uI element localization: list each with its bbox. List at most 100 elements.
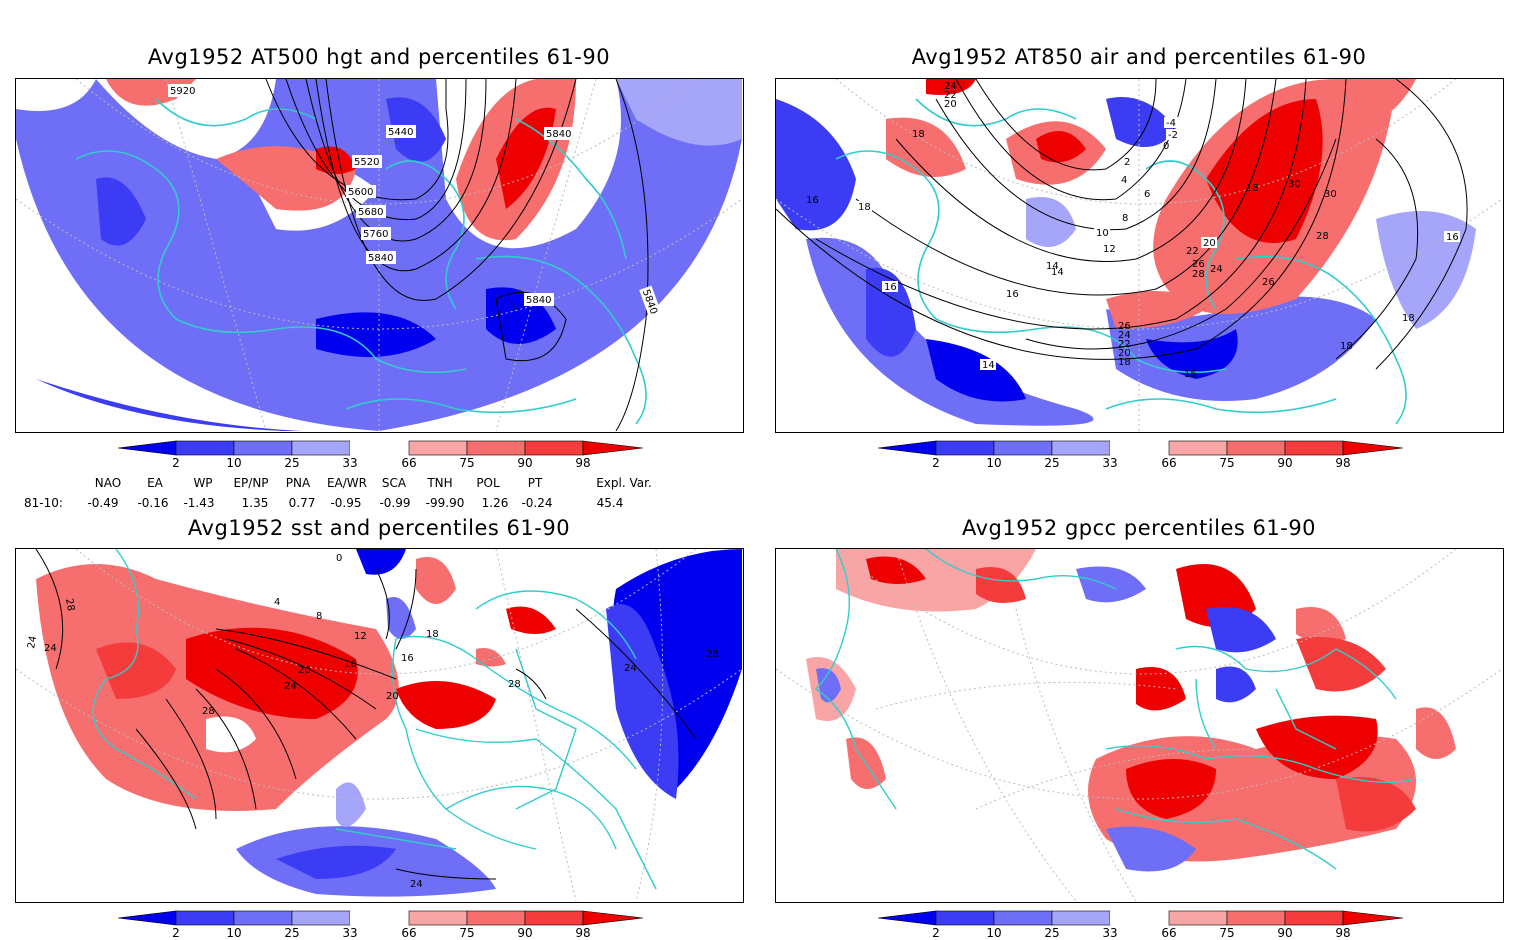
- contour-label: 0: [336, 553, 342, 564]
- index-value: -0.99: [379, 496, 411, 510]
- contour-label: 22: [1118, 339, 1131, 350]
- contour-label: 26: [1262, 277, 1275, 288]
- contour-label: 16: [806, 195, 819, 206]
- colorbar-tick-label: 66: [401, 926, 417, 940]
- contour-label: 20: [1118, 348, 1131, 359]
- colorbar-swatch: [291, 440, 351, 456]
- contour-label: 16: [401, 653, 414, 664]
- teleconnection-index-table: NAO EA WP EP/NP PNA EA/WR SCA TNH POL PT Expl. Var…: [0, 474, 700, 514]
- contour-label: 16: [344, 659, 357, 670]
- colorbar-tick-label: 90: [517, 456, 533, 470]
- contour-label: 10: [1096, 228, 1109, 239]
- index-value: 1.35: [241, 496, 269, 510]
- colorbar-swatch: [993, 440, 1053, 456]
- colorbar-tick-label: 10: [226, 456, 242, 470]
- colorbar-tick-label: 10: [226, 926, 242, 940]
- colorbar-swatch: [408, 440, 468, 456]
- colorbar-tick-label: 33: [342, 456, 358, 470]
- index-value: -0.49: [87, 496, 119, 510]
- index-header: WP: [193, 476, 213, 490]
- contour-label: -2: [1168, 130, 1178, 141]
- colorbar-swatch: [1284, 440, 1344, 456]
- colorbar-swatch: [175, 440, 235, 456]
- panel-title-air850: Avg1952 AT850 air and percentiles 61-90: [911, 45, 1367, 69]
- panel-title-sst: Avg1952 sst and percentiles 61-90: [187, 516, 571, 540]
- contour-label: 5680: [358, 207, 383, 218]
- colorbar-tick-label: 2: [172, 926, 180, 940]
- contour-label: 0: [1163, 141, 1169, 152]
- contour-label: 18: [1340, 341, 1353, 352]
- index-header: EA: [147, 476, 163, 490]
- contour-label: 28: [63, 598, 76, 612]
- colorbar-tick-label: 2: [932, 926, 940, 940]
- colorbar-tick-label: 90: [517, 926, 533, 940]
- colorbar-swatch: [1168, 910, 1228, 926]
- contour-label: 18: [1402, 313, 1415, 324]
- contour-label: 5760: [363, 229, 388, 240]
- contour-label: 28: [202, 706, 215, 717]
- index-header: EP/NP: [233, 476, 269, 490]
- contour-label: 22: [944, 90, 957, 101]
- contour-label: 18: [858, 202, 871, 213]
- colorbar-tick-label: 25: [1044, 926, 1060, 940]
- colorbar-tick-label: 98: [575, 456, 591, 470]
- contour-label: 24: [1210, 264, 1223, 275]
- colorbar-swatch: [524, 910, 584, 926]
- colorbar-swatch: [1168, 440, 1228, 456]
- colorbar-tick-label: 33: [342, 926, 358, 940]
- map-air850: 24 22 20 18 -4 -2 0 2 4 6 8 10 12 14 16 …: [775, 78, 1504, 433]
- contour-label: 24: [44, 643, 57, 654]
- index-value: -0.95: [330, 496, 362, 510]
- index-header: NAO: [94, 476, 122, 490]
- panel-title-gpcc: Avg1952 gpcc percentiles 61-90: [961, 516, 1317, 540]
- contour-label: 12: [1103, 244, 1116, 255]
- contour-label: 5840: [546, 129, 571, 140]
- index-value: -0.24: [521, 496, 553, 510]
- colorbar-tick-label: 25: [284, 456, 300, 470]
- colorbar-tick-label: 33: [1102, 926, 1118, 940]
- colorbar-tick-label: 90: [1277, 456, 1293, 470]
- contour-label: 24: [410, 879, 423, 890]
- colorbar-swatch: [408, 910, 468, 926]
- contour-label: 14: [1046, 261, 1059, 272]
- contour-label: 5840: [368, 253, 393, 264]
- colorbar-swatch: [935, 910, 995, 926]
- contour-label: 6: [1144, 189, 1150, 200]
- map-sst: 28 24 0 4 8 12 16 20 24 28 16 18 20 24 2…: [15, 548, 744, 903]
- contour-label: -4: [1166, 118, 1176, 129]
- colorbar-swatch: [466, 440, 526, 456]
- contour-label: 4: [274, 597, 280, 608]
- colorbar-swatch: [350, 911, 409, 925]
- colorbar-swatch: [117, 440, 177, 456]
- contour-label: 28: [1192, 269, 1205, 280]
- colorbar-swatch: [935, 440, 995, 456]
- index-row-label: 81-10:: [24, 496, 63, 510]
- colorbar-swatch: [350, 441, 409, 455]
- colorbar-swatch: [1051, 440, 1111, 456]
- colorbar-swatch: [291, 910, 351, 926]
- colorbar-tick-label: 75: [1219, 926, 1235, 940]
- contour-label: 20: [298, 665, 311, 676]
- colorbar-tick-label: 75: [459, 926, 475, 940]
- colorbar-swatch: [877, 910, 937, 926]
- colorbar-tick-label: 90: [1277, 926, 1293, 940]
- colorbar-swatch: [524, 440, 584, 456]
- contour-label: 20: [1203, 238, 1216, 249]
- contour-label: 8: [1122, 213, 1128, 224]
- colorbar-swatch: [466, 910, 526, 926]
- index-header: EA/WR: [326, 476, 368, 490]
- colorbar-tick-label: 98: [1335, 926, 1351, 940]
- colorbar-tick-label: 10: [986, 926, 1002, 940]
- index-value: 1.26: [481, 496, 509, 510]
- colorbar-tick-label: 10: [986, 456, 1002, 470]
- contour-label: 16: [1184, 369, 1197, 380]
- colorbar-tick-label: 75: [459, 456, 475, 470]
- map-hgt500: 5920 5440 5520 5600 5680 5760 5840 5840 …: [15, 78, 744, 433]
- colorbar-swatch: [993, 910, 1053, 926]
- contour-label: 5600: [348, 187, 373, 198]
- colorbar-tick-label: 66: [1161, 926, 1177, 940]
- colorbar-swatch: [233, 910, 293, 926]
- contour-label: 30: [1324, 189, 1337, 200]
- map-gpcc: [775, 548, 1504, 903]
- index-header: TNH: [427, 476, 453, 490]
